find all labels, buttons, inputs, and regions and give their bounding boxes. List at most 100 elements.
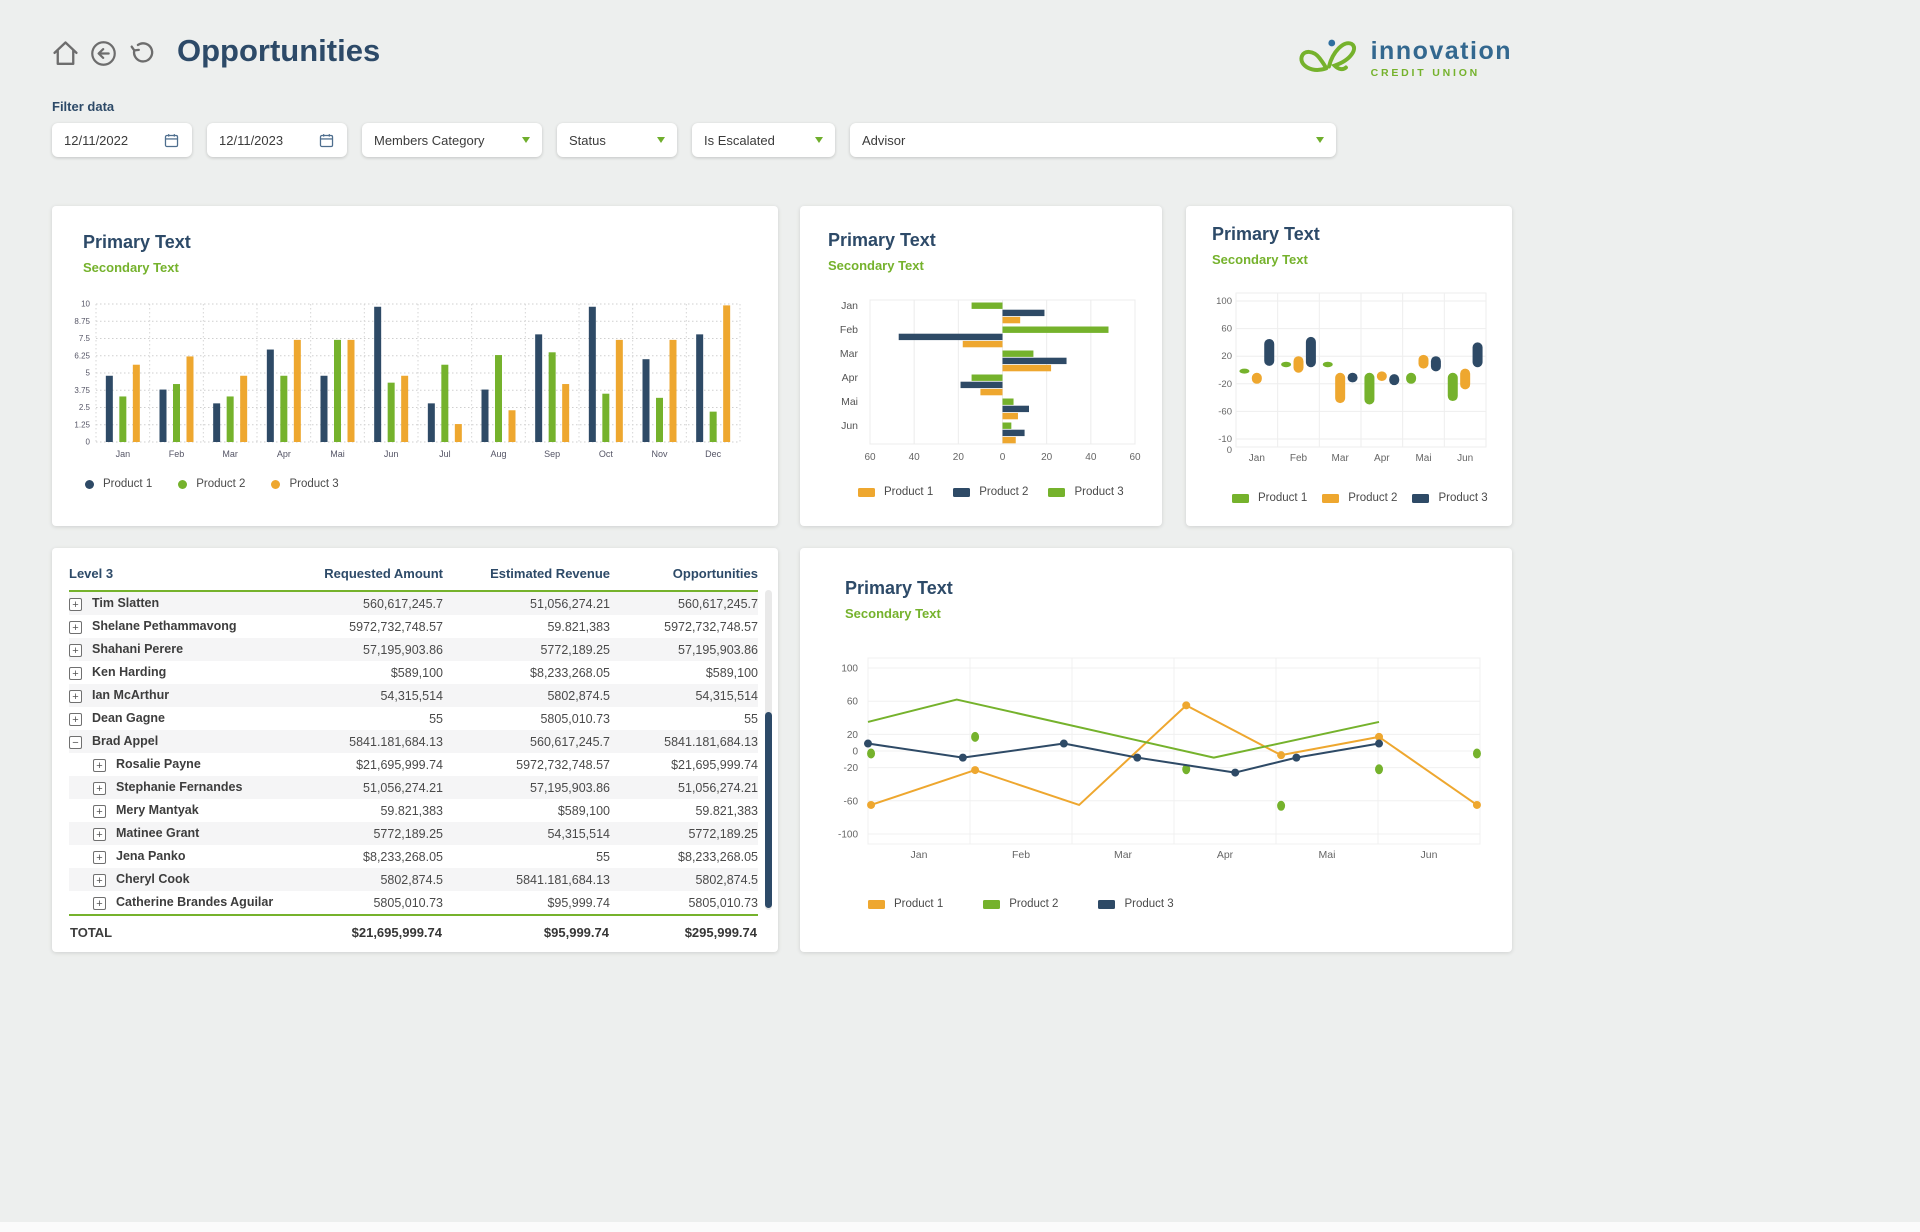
calendar-icon[interactable] <box>318 132 335 149</box>
column-header-opportunities[interactable]: Opportunities <box>610 560 758 592</box>
legend-label: Product 2 <box>979 486 1029 498</box>
cell-opportunities: 5841.181,684.13 <box>664 734 758 749</box>
advisor-dropdown[interactable]: Advisor <box>850 123 1336 157</box>
table-row[interactable]: + Matinee Grant 5772,189.25 54,315,514 5772,… <box>69 822 758 845</box>
cell-estimated: 5802,874.5 <box>547 688 610 703</box>
expand-toggle[interactable]: + <box>69 643 82 657</box>
svg-text:20: 20 <box>847 730 859 741</box>
row-name: Tim Slatten <box>92 596 160 611</box>
svg-text:Dec: Dec <box>705 449 722 459</box>
line-chart: 100 60 20 0 -20 -60 -100 Jan Feb Mar Apr Mai Jun <box>838 657 1481 861</box>
cell-estimated: $8,233,268.05 <box>530 665 610 680</box>
brand-name: innovation <box>1370 37 1512 65</box>
expand-toggle[interactable]: + <box>93 827 106 841</box>
table-row[interactable]: + Ian McArthur 54,315,514 5802,874.5 54,315,… <box>69 684 758 707</box>
expand-toggle[interactable]: + <box>69 689 82 703</box>
home-icon[interactable] <box>50 38 81 69</box>
date-from-input[interactable]: 12/11/2022 <box>52 123 192 157</box>
chart-title: Primary Text <box>828 230 936 250</box>
expand-toggle[interactable]: + <box>69 666 82 680</box>
date-to-input[interactable]: 12/11/2023 <box>207 123 347 157</box>
row-name: Ken Harding <box>92 665 167 680</box>
table-row[interactable]: + Mery Mantyak 59.821,383 $589,100 59.821,38… <box>69 799 758 822</box>
cell-opportunities: 5772,189.25 <box>688 826 758 841</box>
collapse-toggle[interactable]: − <box>69 735 82 749</box>
svg-text:Mai: Mai <box>841 396 858 408</box>
svg-text:Apr: Apr <box>842 372 859 384</box>
grouped-bar-chart-card: Primary Text Secondary Text 10 8.75 7.5 6.2… <box>52 206 778 526</box>
back-icon[interactable] <box>88 38 119 69</box>
calendar-icon[interactable] <box>163 132 180 149</box>
horizontal-scrollbar-track[interactable] <box>0 1222 1920 1232</box>
table-scrollbar-thumb[interactable] <box>765 712 772 908</box>
svg-text:40: 40 <box>1085 452 1097 463</box>
is-escalated-dropdown[interactable]: Is Escalated <box>692 123 835 157</box>
chart-legend: Product 1 Product 2 Product 3 <box>858 486 1124 498</box>
legend-item: Product 2 <box>178 478 245 490</box>
expand-toggle[interactable]: + <box>69 620 82 634</box>
cell-requested: 5841.181,684.13 <box>349 734 443 749</box>
svg-text:Jul: Jul <box>439 449 451 459</box>
table-row[interactable]: + Dean Gagne 55 5805,010.73 55 <box>69 707 758 730</box>
svg-text:Mar: Mar <box>222 449 238 459</box>
horizontal-bar-chart-card: Primary Text Secondary Text 60 40 20 0 20 40 6… <box>800 206 1162 526</box>
table-row[interactable]: + Cheryl Cook 5802,874.5 5841.181,684.13 580… <box>69 868 758 891</box>
table-row[interactable]: + Stephanie Fernandes 51,056,274.21 57,195,… <box>69 776 758 799</box>
expand-toggle[interactable]: + <box>93 873 106 887</box>
svg-text:Mai: Mai <box>1319 849 1336 861</box>
expand-toggle[interactable]: + <box>93 850 106 864</box>
cell-opportunities: 57,195,903.86 <box>678 642 758 657</box>
svg-text:0: 0 <box>86 438 91 447</box>
svg-text:-20: -20 <box>1218 379 1232 390</box>
expand-toggle[interactable]: + <box>69 712 82 726</box>
chart-subtitle: Secondary Text <box>828 258 924 273</box>
cell-estimated: 54,315,514 <box>547 826 610 841</box>
svg-text:Mar: Mar <box>1114 849 1133 861</box>
expand-toggle[interactable]: + <box>69 597 82 611</box>
svg-text:10: 10 <box>81 300 90 309</box>
cell-requested: $8,233,268.05 <box>363 849 443 864</box>
legend-marker-square <box>1048 487 1066 497</box>
svg-text:Jan: Jan <box>841 300 858 312</box>
table-row[interactable]: + Tim Slatten 560,617,245.7 51,056,274.21 56… <box>69 591 758 615</box>
svg-text:Feb: Feb <box>1290 453 1308 464</box>
table-row[interactable]: + Rosalie Payne $21,695,999.74 5972,732,748… <box>69 753 758 776</box>
svg-text:40: 40 <box>909 452 921 463</box>
line-chart-card: Primary Text Secondary Text 100 60 20 0 -20 -… <box>800 548 1512 952</box>
table-row[interactable]: + Shahani Perere 57,195,903.86 5772,189.25 5… <box>69 638 758 661</box>
members-category-dropdown[interactable]: Members Category <box>362 123 542 157</box>
cell-opportunities: 5972,732,748.57 <box>664 619 758 634</box>
cell-requested: $21,695,999.74 <box>356 757 443 772</box>
row-name: Brad Appel <box>92 734 159 749</box>
cell-opportunities: $589,100 <box>705 665 758 680</box>
expand-toggle[interactable]: + <box>93 804 106 818</box>
expand-toggle[interactable]: + <box>93 896 106 910</box>
svg-text:Jun: Jun <box>384 449 399 459</box>
status-dropdown[interactable]: Status <box>557 123 677 157</box>
row-name: Rosalie Payne <box>116 757 201 772</box>
undo-icon[interactable] <box>126 38 157 69</box>
expand-toggle[interactable]: + <box>93 781 106 795</box>
cell-opportunities: $8,233,268.05 <box>678 849 758 864</box>
legend-label: Product 3 <box>289 478 339 490</box>
table-row[interactable]: + Shelane Pethammavong 5972,732,748.57 59.8… <box>69 615 758 638</box>
legend-label: Product 3 <box>1438 492 1488 504</box>
legend-marker-circle <box>85 479 94 489</box>
expand-toggle[interactable]: + <box>93 758 106 772</box>
row-name: Matinee Grant <box>116 826 200 841</box>
legend-label: Product 1 <box>884 486 934 498</box>
cell-opportunities: 54,315,514 <box>695 688 758 703</box>
column-header-estimated-revenue[interactable]: Estimated Revenue <box>443 560 610 592</box>
table-row[interactable]: + Jena Panko $8,233,268.05 55 $8,233,268.05 <box>69 845 758 868</box>
chevron-down-icon <box>657 137 665 143</box>
legend-item: Product 2 <box>983 898 1058 910</box>
table-header-row: Level 3 Requested Amount Estimated Reven… <box>69 560 758 592</box>
table-row[interactable]: + Ken Harding $589,100 $8,233,268.05 $589,10… <box>69 661 758 684</box>
column-header-requested-amount[interactable]: Requested Amount <box>299 560 443 592</box>
table-row[interactable]: − Brad Appel 5841.181,684.13 560,617,245.7 5… <box>69 730 758 753</box>
table-row[interactable]: + Catherine Brandes Aguilar 5805,010.73 $95… <box>69 891 758 915</box>
date-to-value: 12/11/2023 <box>219 132 284 148</box>
svg-text:5: 5 <box>86 369 91 378</box>
cell-opportunities: 51,056,274.21 <box>678 780 758 795</box>
column-header-level3[interactable]: Level 3 <box>69 560 299 592</box>
